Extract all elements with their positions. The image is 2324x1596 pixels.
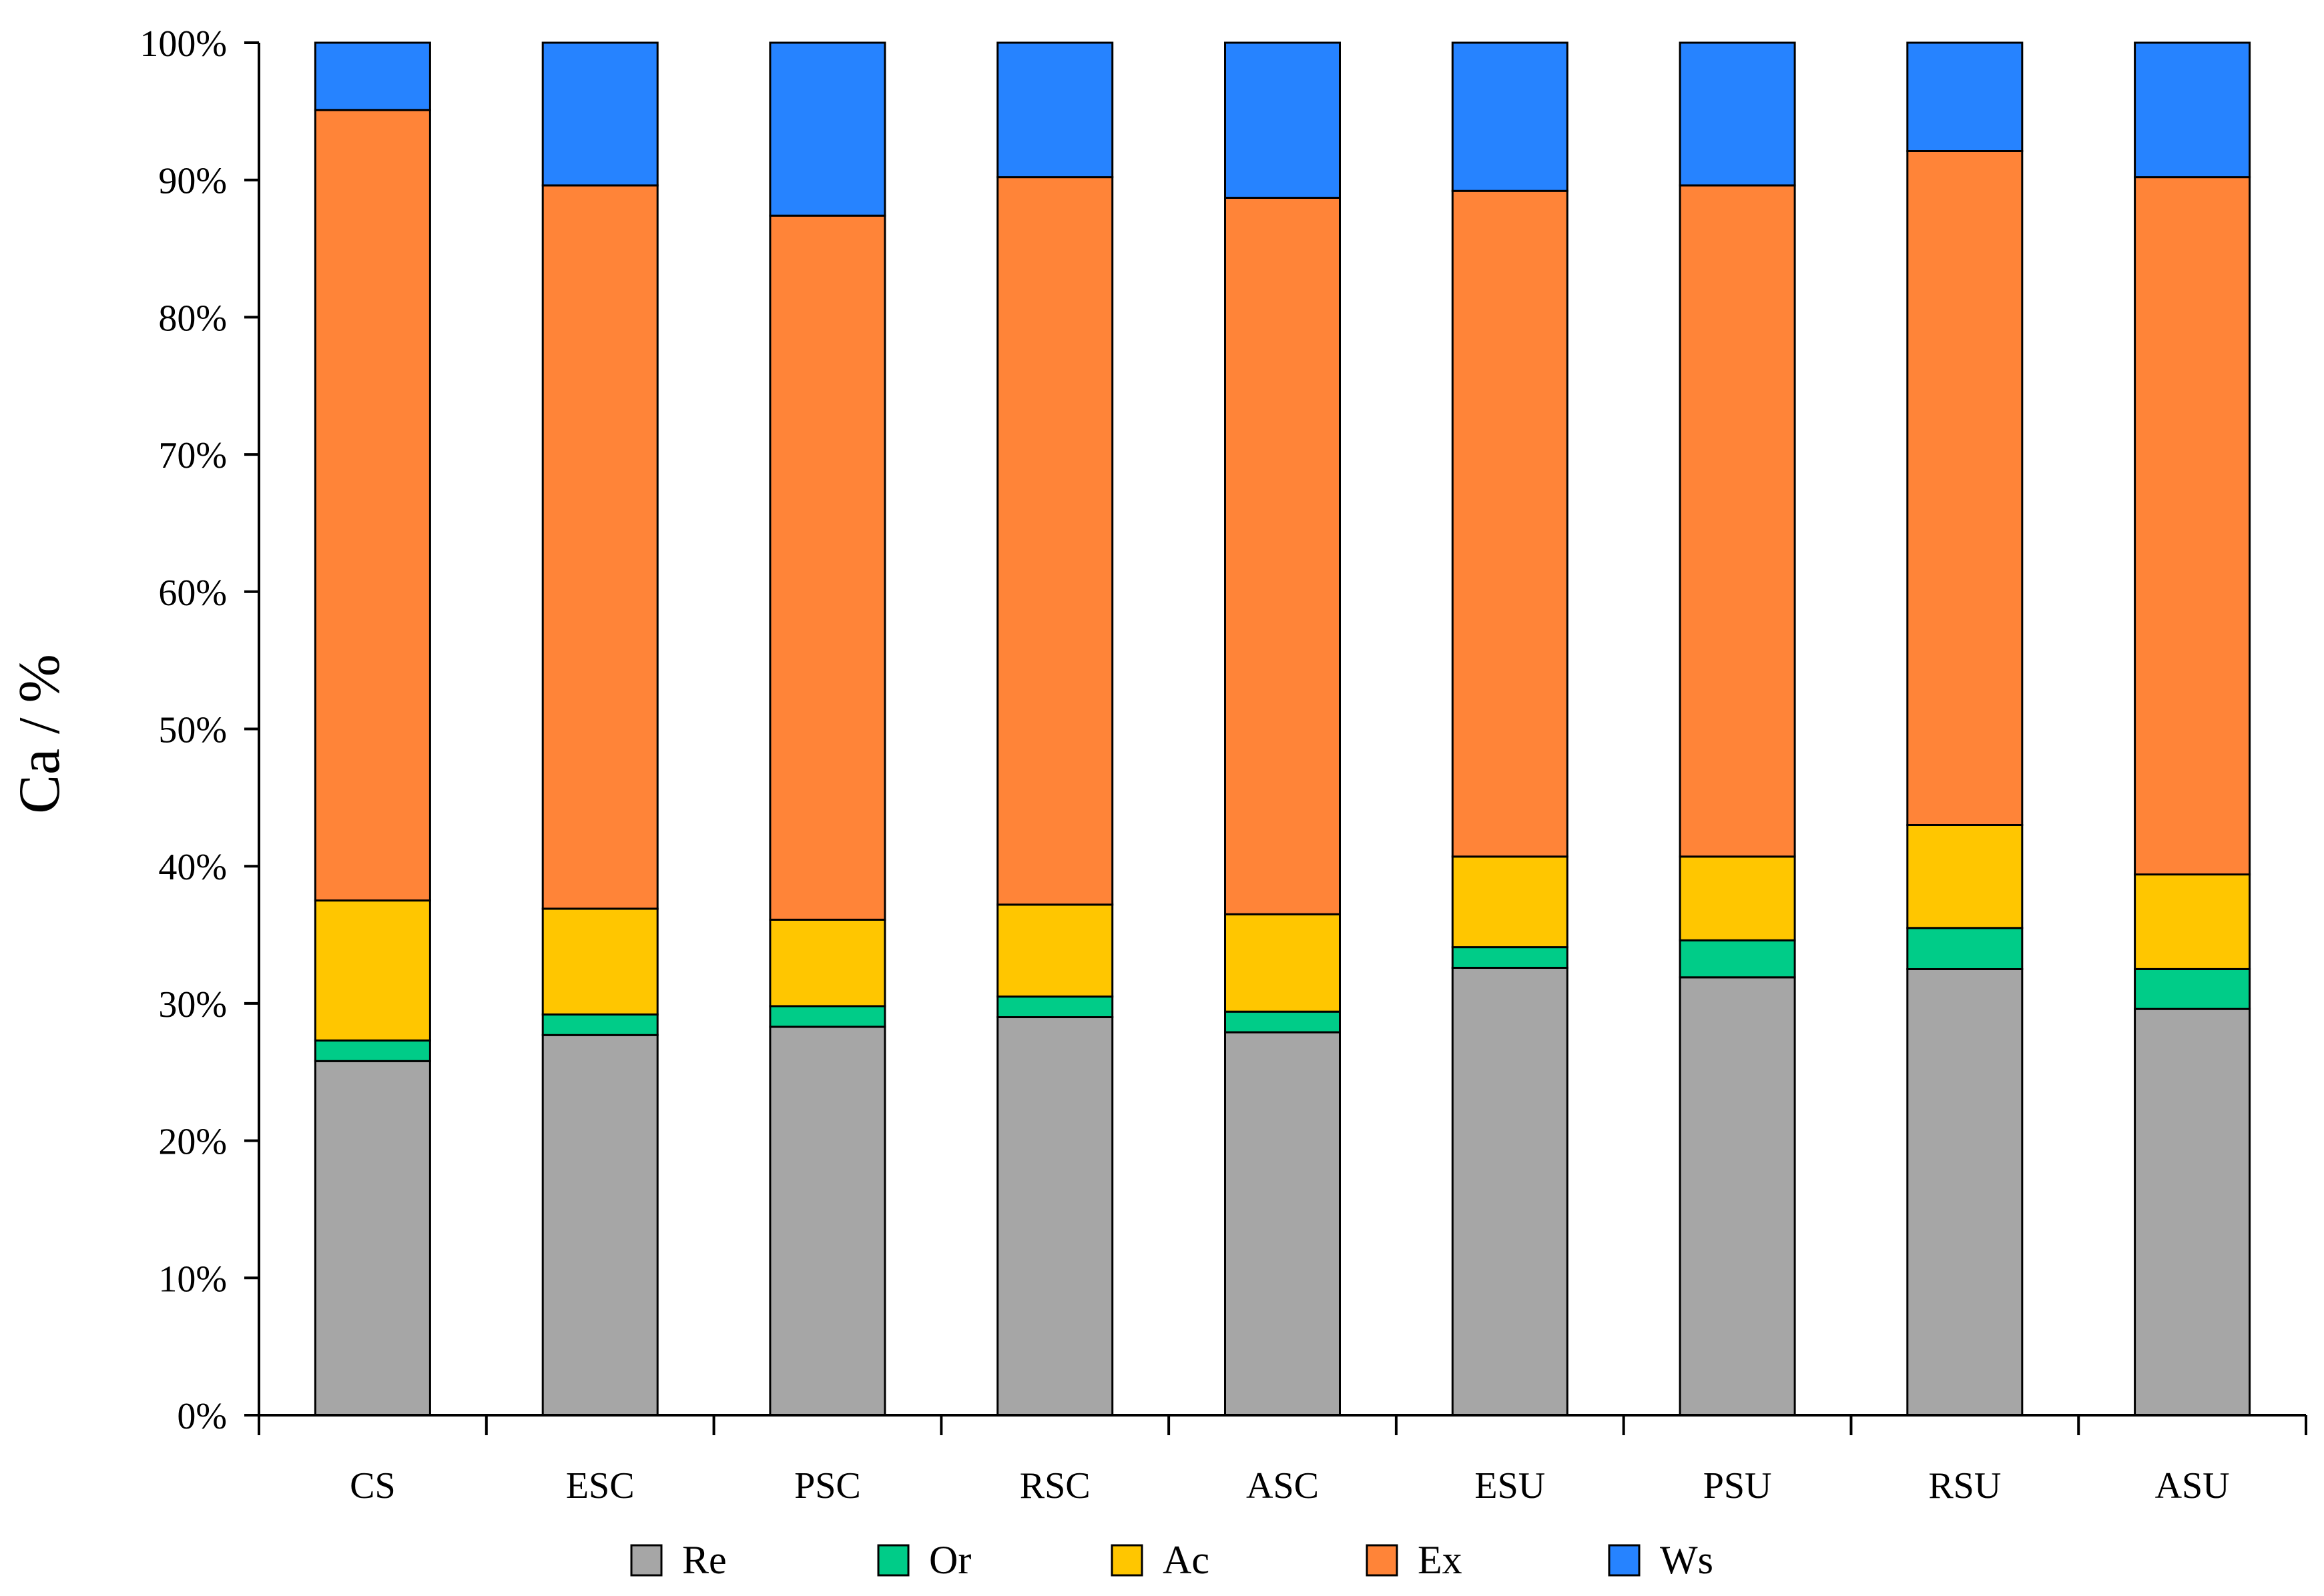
y-tick-label: 90% xyxy=(158,161,227,202)
bar-esu-ex xyxy=(1451,189,1568,858)
y-axis-title: Ca / % xyxy=(7,654,72,814)
bar-esc-ex xyxy=(541,184,659,910)
legend-swatch-or xyxy=(877,1544,910,1577)
bar-asu-ws xyxy=(2134,41,2251,179)
x-tick-label: PSC xyxy=(794,1465,861,1507)
y-tick-label: 100% xyxy=(139,23,227,65)
bar-asu-or xyxy=(2134,968,2251,1010)
bar-rsu-or xyxy=(1906,927,2024,971)
y-tick-label: 20% xyxy=(158,1122,227,1163)
legend-label-ex: Ex xyxy=(1418,1538,1462,1582)
bars-layer xyxy=(314,41,2251,1417)
y-tick-label: 40% xyxy=(158,847,227,888)
bar-psu-ac xyxy=(1679,855,1796,941)
bar-asc-or xyxy=(1224,1010,1341,1034)
legend-swatch-ws xyxy=(1608,1544,1641,1577)
legend-swatch-ac xyxy=(1111,1544,1143,1577)
y-tick-label: 30% xyxy=(158,984,227,1026)
bar-esc-or xyxy=(541,1013,659,1036)
bar-asu-ac xyxy=(2134,873,2251,970)
bar-rsu-ws xyxy=(1906,41,2024,152)
bar-asu-ex xyxy=(2134,176,2251,876)
bar-rsu-re xyxy=(1906,968,2024,1417)
bar-psu-ws xyxy=(1679,41,1796,187)
x-tick-label: ESU xyxy=(1474,1465,1545,1507)
x-tick-label: CS xyxy=(350,1465,396,1507)
legend-label-re: Re xyxy=(682,1538,727,1582)
bar-psc-or xyxy=(769,1005,886,1028)
bar-psc-ex xyxy=(769,214,886,921)
bar-psc-ws xyxy=(769,41,886,217)
bar-rsc-ex xyxy=(996,176,1114,906)
x-tick-label: ESC xyxy=(566,1465,635,1507)
bar-psu-or xyxy=(1679,939,1796,979)
bar-rsu-ac xyxy=(1906,824,2024,929)
x-tick-label: RSU xyxy=(1928,1465,2001,1507)
x-tick-label: ASC xyxy=(1246,1465,1319,1507)
bar-psu-re xyxy=(1679,976,1796,1417)
bar-asc-ac xyxy=(1224,913,1341,1013)
y-tick-label: 10% xyxy=(158,1258,227,1300)
x-tick-label: PSU xyxy=(1703,1465,1772,1507)
bar-rsc-re xyxy=(996,1016,1114,1417)
bar-esu-ws xyxy=(1451,41,1568,192)
bar-asc-ws xyxy=(1224,41,1341,199)
axes-layer xyxy=(244,41,2307,1435)
bar-rsc-ac xyxy=(996,903,1114,998)
bar-psc-ac xyxy=(769,918,886,1008)
bar-esu-re xyxy=(1451,966,1568,1417)
legend: Re Or Ac Ex Ws xyxy=(630,1538,1713,1582)
bar-cs-ws xyxy=(314,41,431,111)
y-tick-label: 0% xyxy=(177,1396,227,1437)
bar-cs-ex xyxy=(314,109,431,902)
bar-asc-re xyxy=(1224,1031,1341,1417)
bar-esc-ac xyxy=(541,907,659,1016)
bar-rsc-ws xyxy=(996,41,1114,179)
x-tick-label: ASU xyxy=(2155,1465,2230,1507)
bar-esu-or xyxy=(1451,946,1568,969)
x-tick-label: RSC xyxy=(1020,1465,1091,1507)
y-tick-label: 50% xyxy=(158,710,227,751)
bar-esu-ac xyxy=(1451,855,1568,949)
bar-psc-re xyxy=(769,1026,886,1417)
bar-esc-ws xyxy=(541,41,659,187)
bar-psu-ex xyxy=(1679,184,1796,858)
bar-cs-ac xyxy=(314,899,431,1042)
legend-label-ac: Ac xyxy=(1163,1538,1209,1582)
bar-asc-ex xyxy=(1224,196,1341,915)
bar-rsc-or xyxy=(996,995,1114,1018)
bar-asu-re xyxy=(2134,1008,2251,1417)
bar-cs-or xyxy=(314,1039,431,1062)
labels-layer: CS ESC PSC RSC ASC ESU PSU RSU ASU 0% 10% 20% 30% 40%… xyxy=(139,23,2229,1507)
bar-cs-re xyxy=(314,1060,431,1417)
y-tick-label: 60% xyxy=(158,572,227,614)
bar-esc-re xyxy=(541,1034,659,1417)
legend-label-ws: Ws xyxy=(1660,1538,1713,1582)
y-tick-label: 70% xyxy=(158,435,227,476)
legend-swatch-re xyxy=(630,1544,663,1577)
y-tick-label: 80% xyxy=(158,298,227,339)
legend-label-or: Or xyxy=(929,1538,971,1582)
bar-rsu-ex xyxy=(1906,150,2024,826)
legend-swatch-ex xyxy=(1366,1544,1398,1577)
